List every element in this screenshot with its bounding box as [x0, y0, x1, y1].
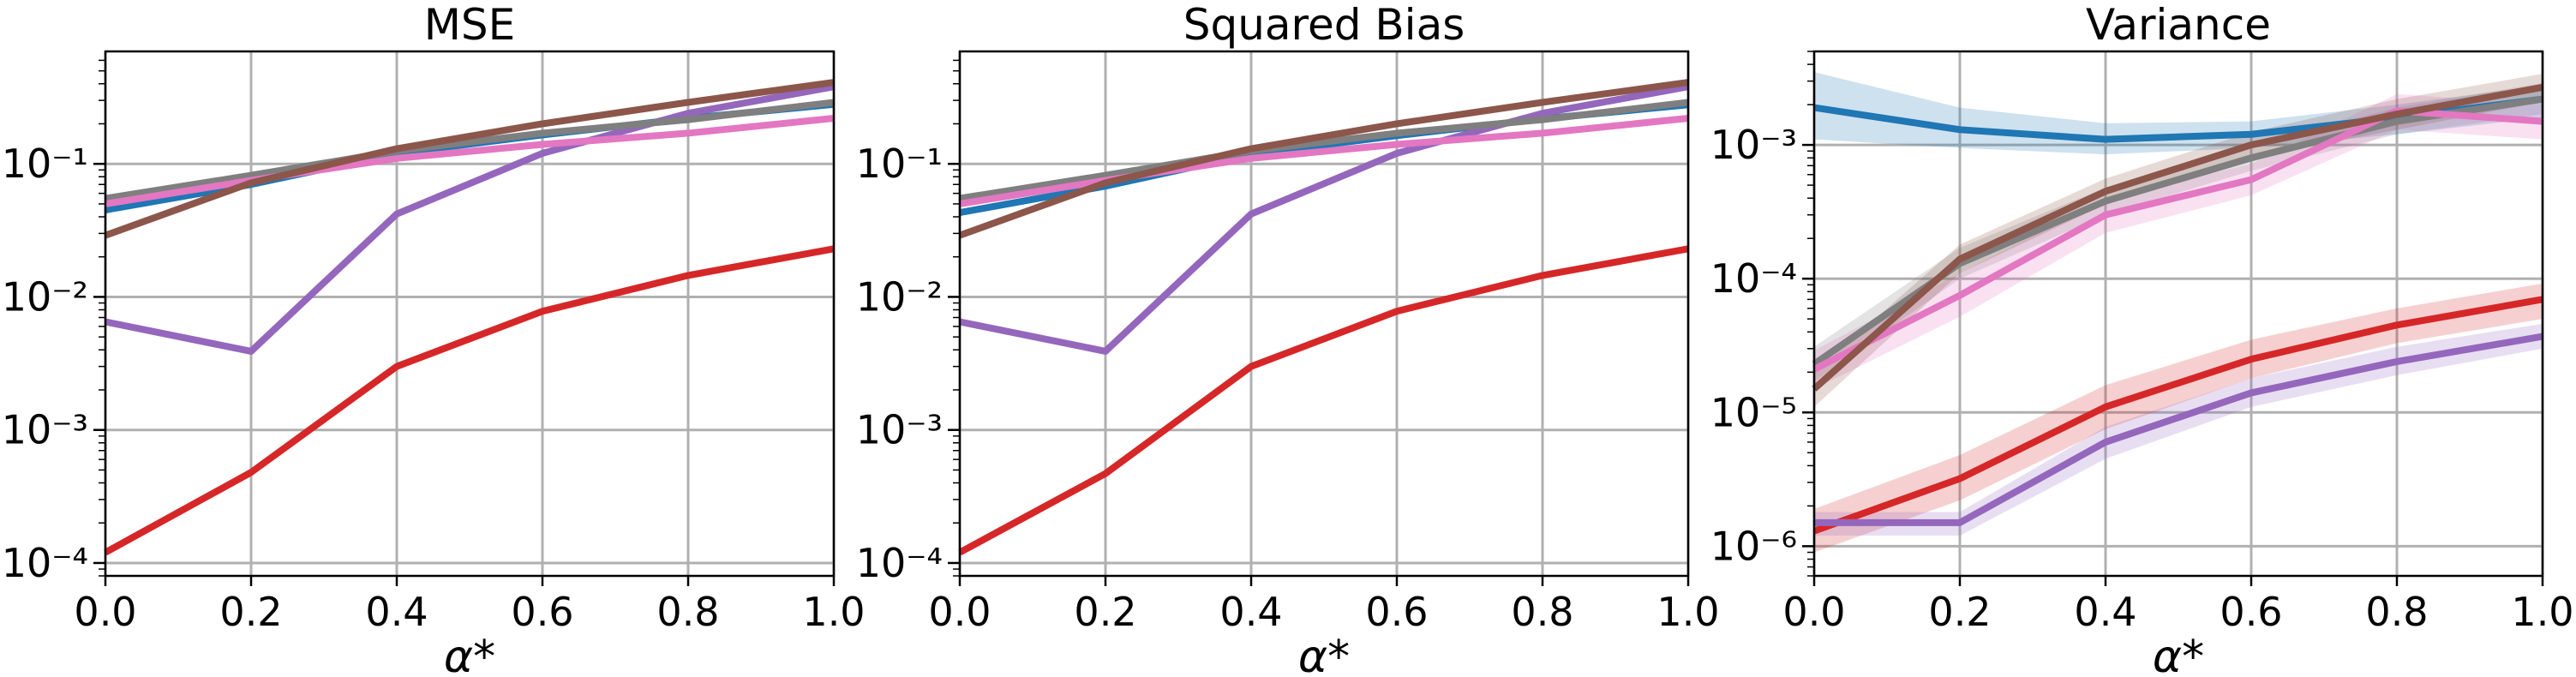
y-tick-label: 10⁻⁶	[1710, 523, 1797, 569]
x-tick-label: 0.0	[1782, 589, 1845, 635]
plot-frame	[104, 50, 836, 578]
confidence-band-2	[1814, 323, 2543, 536]
series-line-5	[1812, 83, 2543, 392]
y-tick-label: 10⁻¹	[856, 141, 943, 187]
series-line-5	[958, 79, 1689, 239]
series-line-4	[959, 115, 1689, 207]
x-tick-label: 0.2	[1928, 589, 1991, 635]
x-tick-label: 0.4	[2074, 589, 2136, 635]
confidence-band-1	[1814, 283, 2543, 553]
y-tick-label: 10⁻²	[2, 273, 88, 320]
y-tick-label: 10⁻²	[856, 273, 943, 320]
y-tick-label: 10⁻¹	[2, 141, 88, 187]
x-tick-label: 1.0	[802, 589, 865, 635]
x-tick-label: 0.8	[1511, 589, 1573, 635]
series-line-2	[1814, 333, 2543, 526]
x-tick-label: 0.6	[1365, 589, 1428, 635]
x-tick-label: 0.2	[1074, 589, 1136, 635]
x-axis-label: α*	[2153, 632, 2204, 677]
confidence-band-4	[1814, 93, 2543, 389]
chart-title: Variance	[2086, 0, 2271, 50]
x-tick-label: 0.8	[656, 589, 719, 635]
series-line-1	[104, 245, 835, 556]
plot-frame	[958, 50, 1690, 578]
x-tick-label: 0.2	[219, 589, 282, 635]
y-tick-label: 10⁻⁴	[856, 540, 943, 586]
chart-panel-1: 0.0 0.2 0.4 0.6 0.8 1.0 10⁻⁴ 10⁻³ 10⁻² 10⁻¹ Square…	[856, 0, 1720, 677]
series-line-3	[959, 99, 1689, 202]
series-line-3	[105, 99, 835, 202]
x-axis-label: α*	[1298, 632, 1350, 677]
x-tick-label: 0.4	[365, 589, 428, 635]
chart-panel-2: 0.0 0.2 0.4 0.6 0.8 1.0 10⁻⁶ 10⁻⁵ 10⁻⁴ 10⁻³ Varian…	[1710, 0, 2574, 677]
y-tick-label: 10⁻³	[2, 407, 88, 453]
x-tick-label: 1.0	[1656, 589, 1719, 635]
x-tick-label: 0.8	[2365, 589, 2428, 635]
series-line-5	[104, 79, 835, 239]
y-tick-label: 10⁻⁴	[2, 540, 88, 586]
chart-title: Squared Bias	[1183, 0, 1465, 50]
series-line-4	[105, 115, 835, 207]
y-tick-label: 10⁻⁵	[1710, 389, 1797, 435]
chart-panel-0: 0.0 0.2 0.4 0.6 0.8 1.0 10⁻⁴ 10⁻³ 10⁻² 10⁻¹ MSE α*	[2, 0, 866, 677]
series-line-2	[105, 83, 835, 355]
x-tick-label: 1.0	[2511, 589, 2573, 635]
x-tick-label: 0.0	[928, 589, 991, 635]
x-tick-label: 0.6	[2220, 589, 2282, 635]
series-line-1	[958, 245, 1689, 556]
y-tick-label: 10⁻³	[1710, 122, 1797, 168]
x-tick-label: 0.4	[1219, 589, 1282, 635]
x-tick-label: 0.0	[74, 589, 136, 635]
y-tick-label: 10⁻⁴	[1710, 255, 1797, 302]
series-line-1	[1812, 296, 2543, 535]
plot-frame	[1812, 50, 2544, 578]
y-tick-label: 10⁻³	[856, 407, 943, 453]
x-tick-label: 0.6	[511, 589, 573, 635]
series-line-2	[959, 83, 1689, 355]
x-axis-label: α*	[444, 632, 495, 677]
chart-title: MSE	[424, 0, 515, 50]
